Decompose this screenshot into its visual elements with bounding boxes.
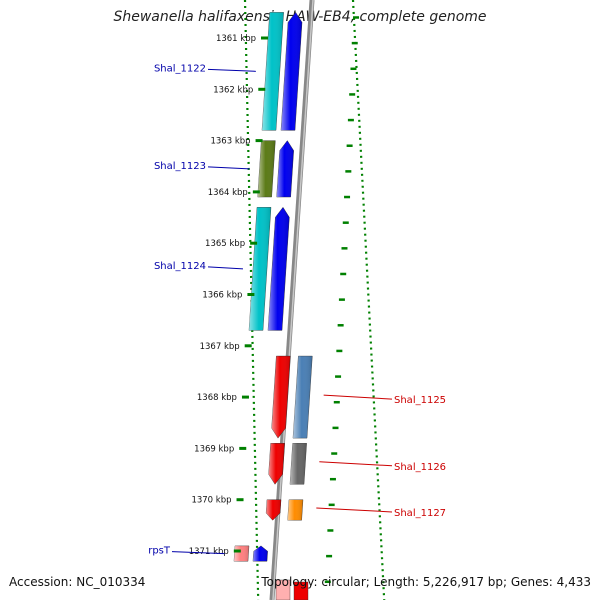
ruler-tick-label: 1369 kbp [194, 444, 234, 454]
gene-Shal_1123 [257, 140, 294, 198]
strand-arrow-shade [266, 499, 281, 521]
strand-arrow [293, 581, 309, 600]
ruler-tick-label: 1370 kbp [191, 496, 231, 506]
ruler-tick-label: 1364 kbp [208, 188, 248, 198]
ruler-tick-label: 1367 kbp [200, 342, 240, 352]
gene-label: Shal_1126 [394, 462, 446, 473]
cog-box-shade [292, 356, 313, 439]
cog-box-shade [287, 499, 303, 521]
cog-box-shade [233, 545, 249, 562]
gene-partial-bottom [275, 579, 309, 600]
strand-arrow-shade [280, 12, 303, 131]
strand-arrow-shade [271, 356, 291, 439]
cog-box-shade [289, 443, 307, 485]
cog-box-shade [261, 12, 284, 131]
gene-label: Shal_1123 [154, 161, 206, 172]
gene-label: Shal_1124 [154, 261, 206, 272]
boundary-right [351, 0, 386, 600]
label-leader [207, 68, 256, 72]
gene-Shal_1125 [271, 355, 313, 439]
gene-label: rpsT [148, 546, 171, 557]
ruler-tick-label: 1371 kbp [189, 547, 229, 557]
gene-label: Shal_1127 [394, 508, 446, 519]
ruler-tick-label: 1362 kbp [213, 85, 253, 95]
cog-box-shade [257, 140, 276, 198]
label-leader [319, 461, 393, 467]
strand-arrow-shade [268, 443, 285, 485]
label-leader [323, 394, 393, 400]
gene-Shal_1124 [248, 206, 290, 331]
strand-arrow-shade [252, 545, 268, 562]
ruler-tick-label: 1365 kbp [205, 239, 245, 249]
label-leader [171, 551, 225, 555]
ruler-tick-label: 1361 kbp [216, 34, 256, 44]
cog-box-shade [248, 207, 271, 331]
gene-Shal_1122 [261, 12, 303, 131]
ruler-tick-label: 1363 kbp [210, 137, 250, 147]
ruler-tick-label: 1368 kbp [197, 393, 237, 403]
gene-label: Shal_1122 [154, 63, 206, 74]
gene-Shal_1127 [265, 499, 304, 521]
gene-rpsT [233, 545, 268, 562]
topology-text: Topology: circular; Length: 5,226,917 bp… [261, 575, 591, 589]
ruler-tick-label: 1366 kbp [202, 291, 242, 301]
gene-Shal_1126 [268, 443, 307, 485]
strand-arrow-shade [267, 207, 290, 331]
accession-text: Accession: NC_010334 [9, 575, 146, 589]
map-title: Shewanella halifaxensis HAW-EB4, complet… [113, 9, 487, 25]
label-leader [316, 507, 393, 513]
cog-box [275, 579, 291, 600]
label-leader [207, 266, 244, 270]
label-leader [207, 166, 250, 170]
gene-label: Shal_1125 [394, 395, 446, 406]
strand-arrow-shade [276, 140, 294, 198]
